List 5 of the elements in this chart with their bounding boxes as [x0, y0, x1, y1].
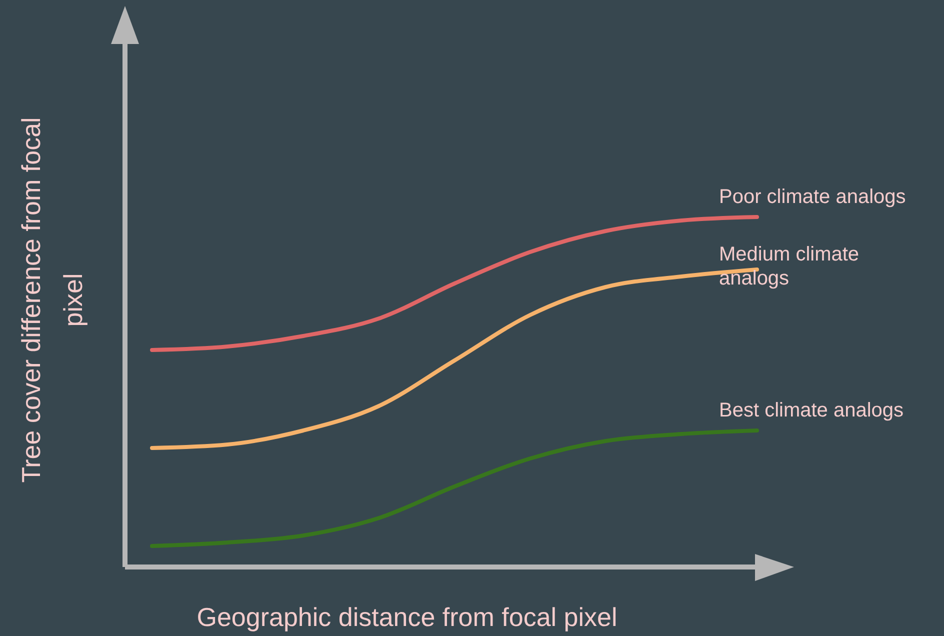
series-label: Medium climate analogs [719, 244, 860, 290]
y-axis-title: Tree cover difference from focal pixel [16, 117, 88, 483]
series-label: Best climate analogs [719, 400, 904, 422]
series-label: Poor climate analogs [719, 186, 906, 208]
x-axis-title: Geographic distance from focal pixel [196, 602, 618, 632]
